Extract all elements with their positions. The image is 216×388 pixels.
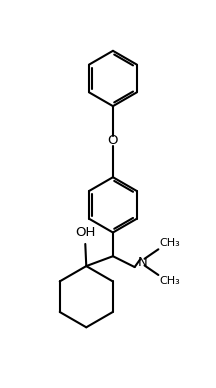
Text: CH₃: CH₃ — [159, 238, 180, 248]
Text: OH: OH — [75, 227, 95, 239]
Text: N: N — [138, 256, 148, 268]
Text: CH₃: CH₃ — [159, 276, 180, 286]
Text: O: O — [108, 134, 118, 147]
